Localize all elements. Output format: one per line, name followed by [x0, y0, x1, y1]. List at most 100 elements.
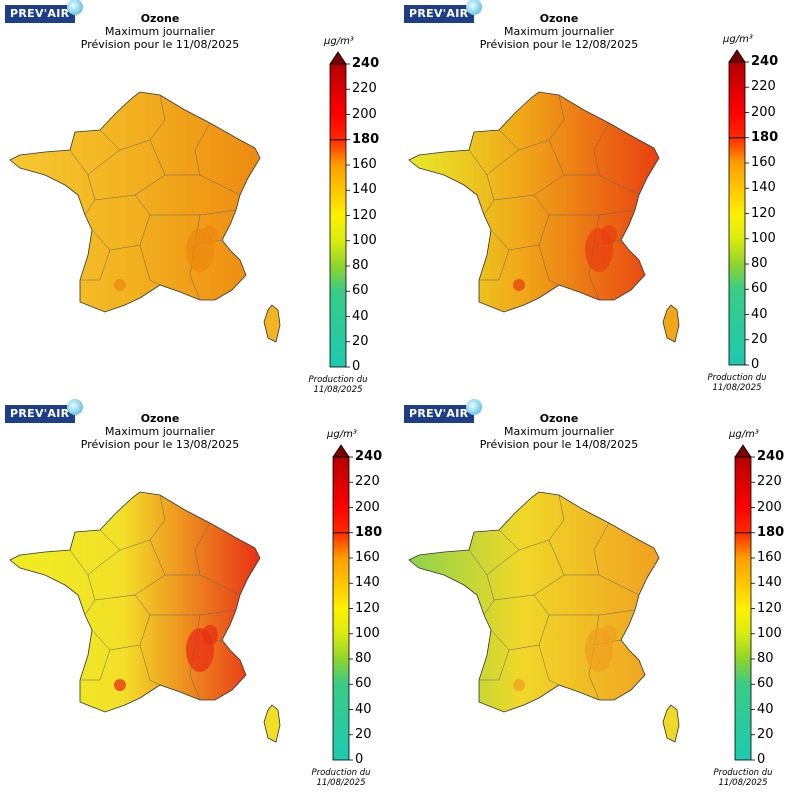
forecast-panel-4: PREV'AIR Ozone Maximum journalier Prévision… — [399, 399, 798, 800]
region-border — [538, 244, 560, 286]
colorbar-tick-label: 0 — [757, 752, 766, 767]
colorbar-unit: µg/m³ — [723, 34, 753, 45]
region-border — [87, 529, 121, 576]
colorbar-tick-label: 80 — [751, 256, 768, 271]
colorbar-tick-label: 60 — [751, 281, 768, 297]
high-ozone-area — [601, 225, 617, 245]
colorbar-tick-label: 120 — [757, 600, 782, 616]
forecast-date: Prévision pour le 14/08/2025 — [479, 438, 639, 451]
prevair-logo: PREV'AIR — [5, 0, 83, 23]
panel-titles: Ozone Maximum journalier Prévision pour le… — [60, 12, 260, 51]
colorbar-extend-arrow — [728, 49, 746, 63]
colorbar-tick-label: 100 — [757, 625, 782, 641]
corsica — [662, 304, 680, 343]
panel-title: Ozone — [539, 12, 579, 25]
corsica — [263, 704, 281, 743]
colorbar-unit: µg/m³ — [324, 36, 354, 47]
region-border — [194, 122, 241, 196]
forecast-panel-3: PREV'AIR Ozone Maximum journalier Prévision… — [0, 399, 399, 800]
colorbar-tick-label: 220 — [757, 474, 782, 490]
colorbar-tick-label: 240 — [355, 449, 383, 464]
production-date-value: 11/08/2025 — [718, 778, 768, 788]
france-mainland — [408, 491, 660, 713]
colorbar-unit: µg/m³ — [729, 429, 759, 440]
corsica — [662, 704, 680, 743]
colorbar — [728, 61, 746, 366]
panel-titles: Ozone Maximum journalier Prévision pour le… — [459, 12, 659, 51]
colorbar-tick-label: 20 — [352, 333, 369, 349]
region-border — [194, 522, 241, 596]
france-ozone-map — [408, 49, 749, 366]
colorbar-tick-label: 160 — [355, 550, 380, 565]
colorbar-tick-label: 160 — [352, 157, 377, 172]
region-border — [119, 494, 166, 551]
high-ozone-area — [513, 279, 525, 291]
colorbar-tick-label: 160 — [751, 155, 776, 170]
france-mainland — [9, 491, 261, 713]
region-border — [139, 644, 161, 686]
colorbar-tick-label: 100 — [751, 230, 776, 246]
colorbar-extend-arrow — [332, 444, 350, 458]
high-ozone-area — [513, 679, 525, 691]
colorbar-tick-label: 120 — [751, 205, 776, 221]
region-border — [518, 494, 565, 551]
colorbar-tick-label: 180 — [751, 129, 779, 145]
production-date-value: 11/08/2025 — [313, 385, 363, 395]
colorbar-tick-label: 100 — [352, 232, 377, 248]
colorbar — [734, 456, 752, 761]
colorbar-tick-label: 140 — [751, 180, 776, 196]
region-border — [593, 522, 640, 596]
panel-titles: Ozone Maximum journalier Prévision pour le… — [60, 412, 260, 451]
production-label: Production du — [707, 373, 767, 383]
forecast-panel-2: PREV'AIR Ozone Maximum journalier Prévision… — [399, 0, 798, 400]
colorbar-tick-label: 140 — [757, 575, 782, 591]
colorbar — [329, 63, 347, 368]
globe-icon — [466, 399, 482, 415]
colorbar-tick-label: 180 — [352, 131, 380, 147]
production-date-value: 11/08/2025 — [712, 383, 762, 393]
region-border — [486, 529, 520, 576]
region-border — [80, 249, 111, 281]
colorbar-tick-label: 40 — [355, 701, 372, 717]
colorbar-tick-label: 220 — [751, 79, 776, 95]
colorbar-tick-label: 80 — [355, 651, 372, 666]
panel-subtitle: Maximum journalier — [504, 25, 614, 38]
colorbar-tick-label: 140 — [355, 575, 380, 591]
panel-title: Ozone — [539, 412, 579, 425]
panel-titles: Ozone Maximum journalier Prévision pour le… — [459, 412, 659, 451]
colorbar-tick-label: 20 — [751, 331, 768, 347]
region-border — [87, 129, 121, 176]
high-ozone-area — [601, 625, 617, 645]
forecast-date: Prévision pour le 13/08/2025 — [80, 438, 240, 451]
colorbar-tick-label: 120 — [352, 207, 377, 223]
production-label: Production du — [713, 768, 773, 778]
region-border — [486, 129, 520, 176]
production-date: Production du 11/08/2025 — [702, 373, 772, 393]
high-ozone-area — [202, 625, 218, 645]
prevair-logo: PREV'AIR — [404, 0, 482, 23]
panel-subtitle: Maximum journalier — [504, 425, 614, 438]
colorbar-tick-label: 220 — [352, 81, 377, 97]
production-date-value: 11/08/2025 — [316, 778, 366, 788]
colorbar-tick-label: 180 — [757, 524, 785, 540]
france-mainland — [9, 91, 261, 313]
colorbar-extend-arrow — [734, 444, 752, 458]
colorbar-tick-label: 40 — [751, 306, 768, 322]
region-border — [468, 149, 495, 216]
colorbar-tick-label: 140 — [352, 182, 377, 198]
colorbar-tick-label: 220 — [355, 474, 380, 490]
panel-title: Ozone — [140, 12, 180, 25]
colorbar-tick-label: 200 — [355, 499, 380, 515]
colorbar-unit: µg/m³ — [327, 429, 357, 440]
region-border — [139, 244, 161, 286]
region-border — [69, 149, 96, 216]
colorbar-tick-label: 0 — [751, 357, 760, 372]
region-border — [479, 249, 510, 281]
colorbar-extend-arrow — [329, 51, 347, 65]
colorbar-tick-label: 20 — [355, 726, 372, 742]
region-border — [518, 94, 565, 151]
panel-subtitle: Maximum journalier — [105, 25, 215, 38]
colorbar-tick-label: 40 — [352, 308, 369, 324]
forecast-date: Prévision pour le 11/08/2025 — [80, 38, 240, 51]
region-border — [538, 644, 560, 686]
